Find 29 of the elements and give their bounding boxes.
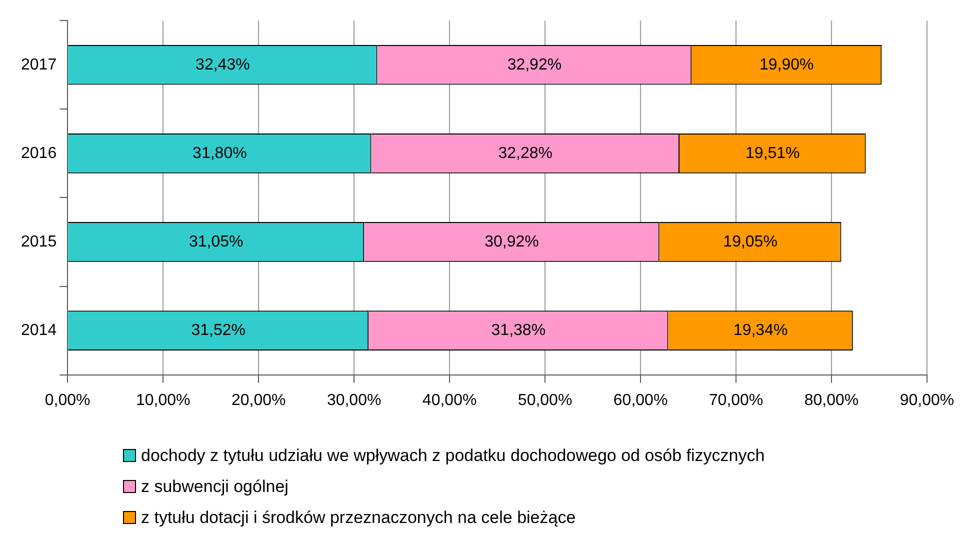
data-label: 31,80% [192,144,247,162]
data-label: 31,52% [191,322,246,339]
x-tick-label: 30,00% [326,392,382,409]
x-tick-label: 70,00% [708,392,764,409]
data-label: 31,05% [188,233,244,250]
legend-label: z tytułu dotacji i środków przeznaczonych na cele bieżące [141,507,576,529]
data-label: 32,92% [507,56,562,74]
data-label: 19,90% [759,56,814,74]
y-tick-label: 2016 [21,144,57,162]
x-tick-label: 40,00% [422,392,477,409]
legend-label: dochody z tytułu udziału we wpływach z podatku dochodowego od osób fizycznych [141,445,765,467]
y-tick-label: 2017 [21,56,57,74]
data-label: 31,38% [491,322,546,339]
data-label: 30,92% [484,233,539,250]
data-label: 19,51% [746,144,800,162]
data-label: 32,43% [196,56,250,74]
y-tick-label: 2015 [21,233,57,250]
x-tick-label: 80,00% [804,392,859,409]
data-label: 19,34% [733,322,788,339]
y-tick-label: 2014 [21,322,57,339]
data-label: 32,28% [498,144,553,162]
x-tick-label: 90,00% [900,392,954,409]
data-label: 19,05% [723,233,778,250]
legend-label: z subwencji ogólnej [141,476,288,498]
x-tick-label: 20,00% [231,392,286,409]
x-tick-label: 50,00% [518,392,572,409]
x-tick-label: 10,00% [136,392,190,409]
x-tick-label: 60,00% [613,392,668,409]
x-tick-label: 0,00% [44,392,90,409]
